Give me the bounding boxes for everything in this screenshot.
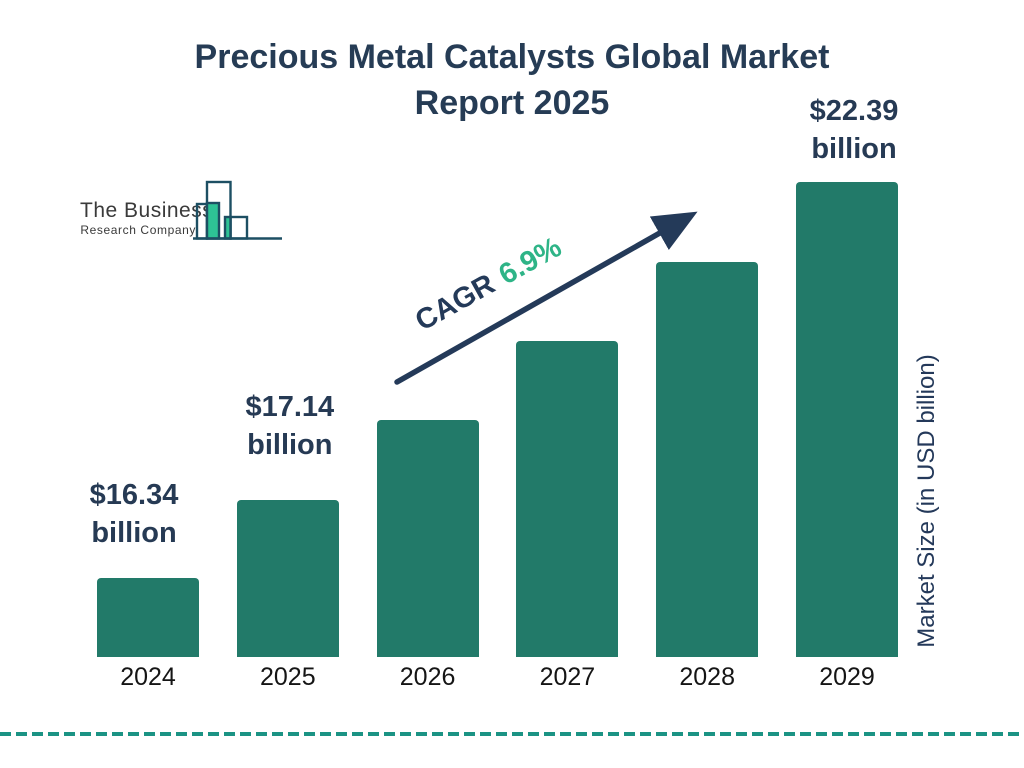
page-title-line2: Report 2025 (414, 84, 610, 122)
x-tick-2029: 2029 (819, 663, 875, 691)
value-unit: billion (247, 429, 333, 461)
value-unit: billion (91, 517, 177, 549)
bar-2024 (97, 578, 199, 657)
y-axis-label: Market Size (in USD billion) (913, 354, 940, 648)
company-logo-text: The Business Research Company (80, 199, 214, 237)
value-unit: billion (811, 133, 897, 165)
value-amount: $22.39 (809, 95, 899, 127)
bar-2027 (516, 341, 619, 657)
x-tick-2026: 2026 (399, 663, 456, 691)
growth-arrow-icon (394, 211, 698, 385)
bar-2029 (796, 182, 898, 657)
bar-2026 (376, 420, 479, 657)
bar-chart-skyline-logo-icon (193, 180, 282, 240)
company-logo: The Business Research Company (80, 179, 295, 245)
value-label-2029: $22.39 billion (754, 92, 954, 168)
value-label-2025: $17.14 billion (190, 388, 390, 464)
bottom-dashed-divider (0, 732, 1024, 736)
page-title-line1: Precious Metal Catalysts Global Market (194, 38, 830, 76)
page-title: Precious Metal Catalysts Global Market R… (0, 34, 1024, 126)
value-amount: $16.34 (89, 479, 179, 511)
bar-2025 (236, 500, 339, 657)
logo-subname: Research Company (80, 223, 196, 237)
bar-2028 (656, 262, 759, 657)
x-tick-2024: 2024 (120, 663, 176, 691)
value-amount: $17.14 (245, 391, 335, 423)
x-tick-2025: 2025 (259, 663, 316, 691)
x-tick-2028: 2028 (679, 663, 735, 691)
logo-name: The Business (80, 199, 214, 222)
value-label-2024: $16.34 billion (34, 476, 234, 552)
x-tick-2027: 2027 (539, 663, 596, 691)
